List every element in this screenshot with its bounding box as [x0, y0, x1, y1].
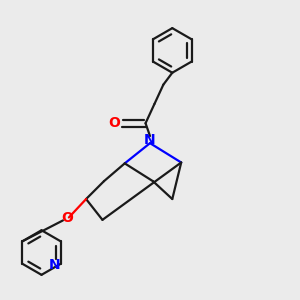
- Text: O: O: [108, 116, 120, 130]
- Text: O: O: [61, 212, 73, 225]
- Text: N: N: [144, 133, 156, 147]
- Text: N: N: [49, 258, 60, 272]
